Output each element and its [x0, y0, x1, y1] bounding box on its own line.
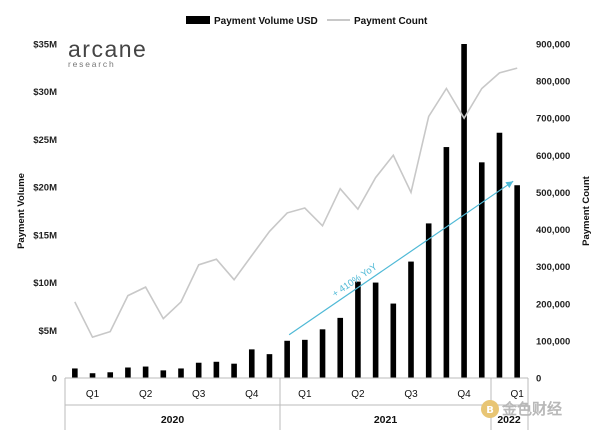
logo-sub: research [68, 59, 115, 69]
y-left-tick-label: $10M [33, 278, 57, 289]
logo-name: arcane [68, 36, 147, 62]
volume-bar [478, 162, 485, 378]
y-right-tick-label: 500,000 [536, 188, 570, 199]
volume-bar [408, 261, 414, 378]
y-right-tick-label: 900,000 [536, 40, 570, 51]
y-right-tick-label: 800,000 [536, 77, 570, 88]
annotation-arrow-head [505, 181, 514, 189]
volume-bar [248, 349, 255, 378]
y-right-tick-label: 200,000 [536, 299, 570, 310]
volume-bar [72, 368, 78, 378]
quarter-label: Q1 [510, 389, 524, 400]
volume-bar [425, 223, 432, 378]
volume-bar [355, 281, 361, 378]
count-line [74, 67, 518, 339]
volume-bar [213, 361, 220, 378]
quarter-label: Q1 [86, 389, 100, 400]
y-left-tick-label: $35M [33, 40, 57, 51]
watermark: B 金色财经 [481, 400, 562, 418]
y-right-tick-label: 0 [536, 374, 541, 385]
volume-bar [107, 372, 114, 378]
volume-bar [372, 282, 379, 378]
quarter-label: Q4 [245, 389, 259, 400]
quarter-label: Q4 [457, 389, 471, 400]
year-label: 2022 [497, 414, 521, 426]
y-left-tick-label: $30M [33, 87, 57, 98]
year-label: 2020 [161, 414, 185, 426]
annotation-arrow-line [288, 180, 514, 336]
y-right-tick-label: 600,000 [536, 151, 570, 162]
y-left-tick-label: 0 [52, 374, 57, 385]
y-right-tick-label: 100,000 [536, 336, 570, 347]
quarter-label: Q2 [351, 389, 365, 400]
volume-bar [337, 317, 344, 378]
volume-bar [142, 366, 149, 378]
legend-swatch-volume [186, 16, 210, 24]
y-left-title: Payment Volume [16, 173, 27, 249]
year-label: 2021 [374, 414, 398, 426]
y-left-tick-label: $25M [33, 135, 57, 146]
volume-bar [266, 354, 273, 378]
y-right-tick-label: 300,000 [536, 262, 570, 273]
volume-bar [195, 362, 202, 378]
volume-bar [178, 368, 184, 378]
legend: Payment Volume USD Payment Count [186, 16, 428, 27]
volume-bar [231, 363, 237, 378]
y-left-tick-label: $15M [33, 230, 57, 241]
y-right-tick-label: 700,000 [536, 114, 570, 125]
quarter-label: Q1 [298, 389, 312, 400]
watermark-text: 金色财经 [501, 400, 562, 418]
volume-bar [390, 303, 397, 378]
legend-label-count: Payment Count [354, 16, 428, 27]
volume-bars [72, 44, 520, 378]
legend-label-volume: Payment Volume USD [214, 16, 318, 27]
y-left-ticks: 0 $5M $10M $15M $20M $25M $30M $35M [33, 40, 57, 385]
y-right-tick-label: 400,000 [536, 225, 570, 236]
volume-bar [319, 329, 326, 378]
volume-bar [514, 185, 520, 378]
watermark-coin-glyph: B [486, 405, 494, 416]
volume-bar [461, 44, 467, 378]
quarter-label: Q2 [139, 389, 153, 400]
y-right-title: Payment Count [581, 175, 592, 246]
x-axis [64, 377, 529, 430]
quarter-label: Q3 [192, 389, 206, 400]
volume-bar [89, 373, 96, 378]
year-labels: 2020 2021 2022 [161, 414, 521, 426]
volume-bar [284, 340, 290, 378]
y-right-ticks: 0 100,000 200,000 300,000 400,000 500,000 600,… [536, 40, 570, 385]
volume-bar [160, 370, 167, 378]
quarter-label: Q3 [404, 389, 418, 400]
volume-bar [496, 132, 503, 378]
volume-bar [443, 147, 450, 378]
volume-bar [125, 367, 131, 378]
volume-bar [302, 339, 308, 378]
quarter-labels: Q1 Q2 Q3 Q4 Q1 Q2 Q3 Q4 Q1 [86, 389, 524, 400]
y-left-tick-label: $20M [33, 183, 57, 194]
watermark-coin-icon [481, 400, 499, 418]
y-left-tick-label: $5M [39, 326, 58, 337]
